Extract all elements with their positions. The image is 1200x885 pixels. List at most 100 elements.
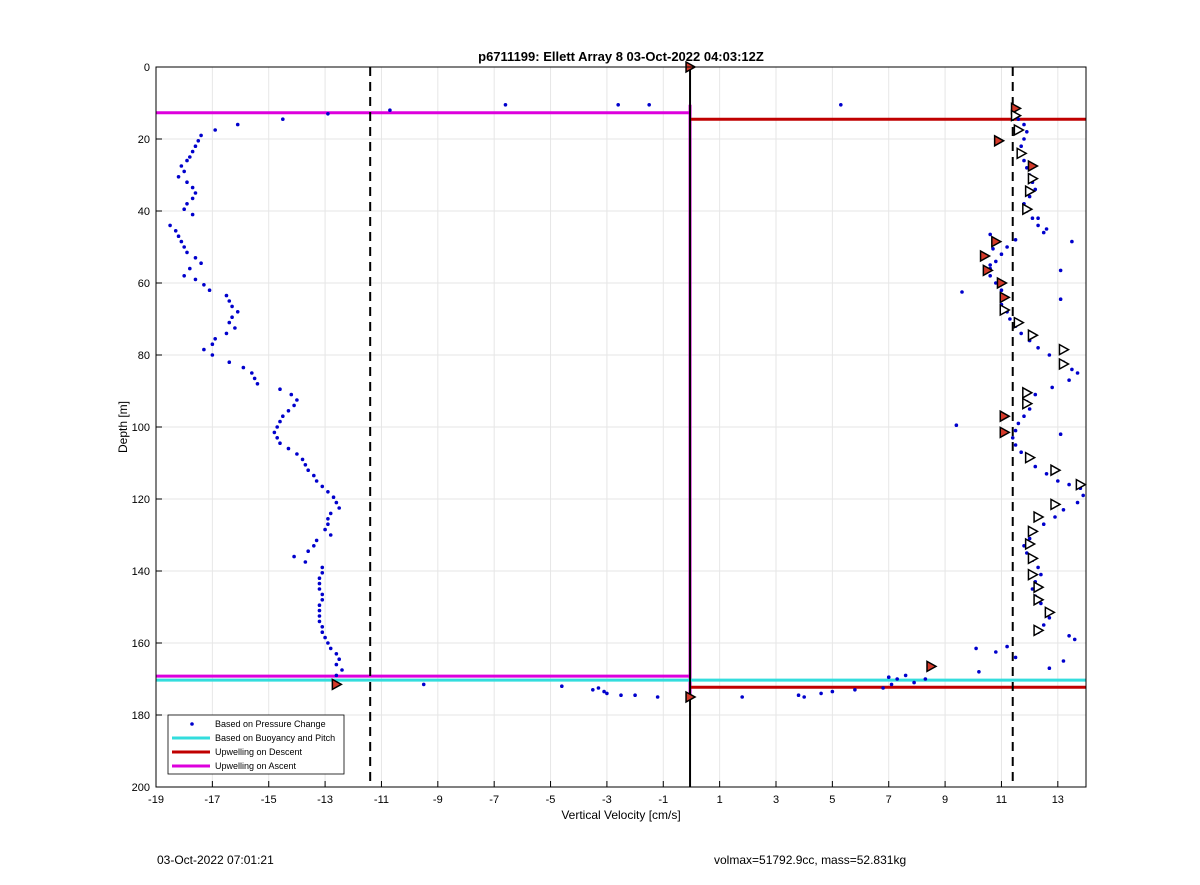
pressure-point	[292, 554, 296, 559]
x-tick-label: -15	[261, 794, 277, 806]
footer-date: 03-Oct-2022 07:01:21	[157, 853, 274, 867]
pressure-point	[176, 175, 181, 179]
legend-box	[167, 714, 345, 775]
pressure-point	[323, 527, 327, 532]
buoyancy-marker	[1033, 624, 1045, 637]
x-tick-labels: -19 -17 -15 -13 -11 -9 -7 -5 -3 -1 1 3 5 7 9 11 13	[148, 794, 1064, 806]
pressure-point	[740, 695, 744, 699]
pressure-point	[235, 310, 240, 314]
buoyancy-marker	[1024, 184, 1037, 198]
pressure-point	[281, 414, 285, 419]
pressure-point	[295, 398, 299, 402]
pressure-point	[275, 425, 279, 429]
buoyancy-marker	[1050, 463, 1062, 477]
pressure-point	[1056, 479, 1060, 483]
buoyancy-marker	[1013, 123, 1025, 137]
pressure-point	[317, 576, 322, 580]
buoyancy-marker	[1022, 397, 1034, 410]
pressure-point	[326, 112, 330, 116]
pressure-point	[179, 164, 184, 168]
pressure-point	[252, 376, 257, 381]
buoyancy-marker	[1010, 102, 1023, 115]
pressure-point	[292, 403, 296, 408]
pressure-point	[320, 484, 325, 489]
pressure-point	[1025, 130, 1029, 134]
x-tick-label: 1	[717, 794, 723, 806]
pressure-point	[188, 155, 192, 159]
pressure-point	[602, 689, 606, 694]
pressure-point	[185, 250, 189, 255]
pressure-point	[185, 180, 189, 184]
pressure-point	[213, 128, 217, 132]
pressure-point	[1036, 216, 1040, 220]
x-tick-label: -13	[317, 794, 333, 806]
pressure-point	[1041, 522, 1046, 526]
pressure-point	[328, 533, 333, 537]
x-tick-label: 5	[829, 794, 835, 806]
pressure-point	[317, 581, 322, 586]
pressure-point	[312, 473, 316, 478]
pressure-point	[655, 695, 660, 699]
pressure-point	[337, 657, 341, 661]
pressure-point	[853, 688, 857, 692]
pressure-point	[286, 446, 291, 451]
pressure-point	[1047, 616, 1052, 620]
pressure-point	[317, 619, 322, 624]
pressure-point	[334, 662, 339, 667]
pressure-point	[275, 436, 279, 440]
pressure-point	[1030, 216, 1035, 220]
x-tick-label: 7	[886, 794, 892, 806]
pressure-point	[974, 646, 978, 651]
pressure-point	[1072, 637, 1077, 642]
pressure-point	[326, 517, 330, 521]
pressure-point	[1053, 515, 1057, 519]
pressure-point	[182, 274, 186, 278]
pressure-point	[903, 673, 908, 678]
pressure-point	[334, 500, 339, 505]
buoyancy-marker	[1027, 525, 1039, 538]
pressure-point	[1022, 414, 1026, 419]
pressure-point	[1033, 392, 1038, 397]
pressure-point	[182, 169, 186, 174]
buoyancy-marker	[926, 660, 938, 673]
x-tick-label: -3	[602, 794, 612, 806]
pressure-point	[306, 549, 310, 553]
pressure-point	[912, 680, 916, 685]
pressure-point	[278, 441, 282, 446]
pressure-point	[1070, 367, 1074, 372]
buoyancy-marker	[1024, 451, 1037, 464]
pressure-point	[334, 673, 339, 678]
pressure-point	[802, 695, 806, 699]
x-tick-label: 9	[942, 794, 948, 806]
pressure-point	[830, 689, 835, 694]
buoyancy-marker	[685, 690, 697, 704]
pressure-point	[227, 320, 232, 325]
pressure-point	[999, 252, 1004, 256]
pressure-point	[1081, 493, 1085, 498]
y-tick-label: 140	[132, 566, 150, 578]
pressure-point	[977, 670, 981, 674]
pressure-point	[1058, 432, 1063, 437]
y-tick-label: 120	[132, 494, 150, 506]
pressure-point	[188, 266, 192, 271]
pressure-point	[326, 522, 330, 526]
legend-label: Upwelling on Ascent	[215, 761, 297, 771]
buoyancy-marker	[1016, 147, 1028, 160]
buoyancy-marker	[1027, 568, 1039, 581]
pressure-point	[300, 457, 305, 462]
chart-title: p6711199: Ellett Array 8 03-Oct-2022 04:…	[478, 49, 764, 64]
pressure-point	[1061, 659, 1066, 663]
pressure-point	[988, 263, 992, 267]
pressure-point	[230, 315, 234, 320]
pressure-point	[991, 247, 995, 251]
x-tick-label: -17	[204, 794, 220, 806]
legend-swatch	[190, 722, 194, 726]
x-tick-label: -5	[546, 794, 556, 806]
pressure-point	[1013, 428, 1018, 433]
y-tick-label: 180	[132, 710, 150, 722]
buoyancy-marker	[1033, 580, 1045, 594]
pressure-point	[1075, 500, 1080, 505]
pressure-point	[227, 299, 232, 303]
pressure-point	[193, 144, 198, 148]
